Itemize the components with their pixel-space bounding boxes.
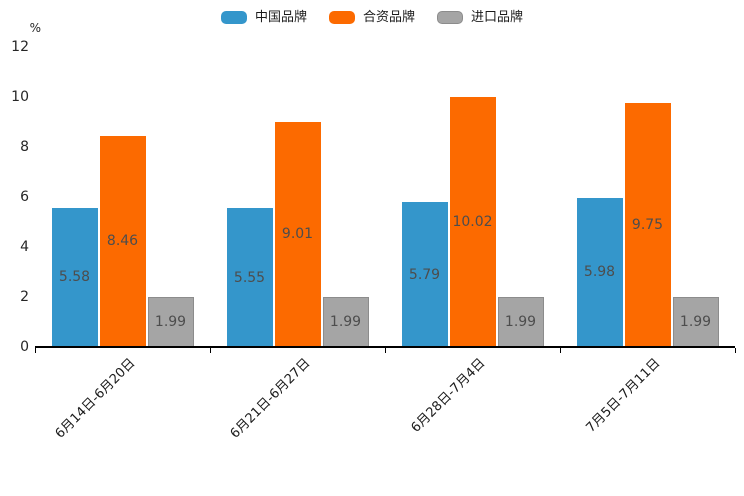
plot-area: 5.58 8.46 1.99 5.55 9.01 1.99 5.79 10.02 1.99 5.9…	[35, 47, 735, 347]
x-axis-line	[35, 346, 735, 348]
bar-value-label: 5.79	[408, 266, 441, 283]
bar[interactable]: 1.99	[147, 297, 194, 347]
y-axis-unit-label: %	[29, 21, 41, 35]
x-tick-label: 6月28日-7月4日	[407, 355, 488, 436]
y-tick-label: 2	[20, 289, 29, 305]
bar[interactable]: 1.99	[497, 297, 544, 347]
legend-label: 合资品牌	[362, 9, 415, 25]
x-axis-tick	[385, 348, 386, 353]
bar-value-label: 10.02	[452, 213, 493, 230]
bar[interactable]: 5.58	[51, 207, 98, 347]
bar-value-label: 1.99	[154, 314, 187, 331]
legend-swatch-icon	[437, 10, 463, 24]
legend-label: 进口品牌	[471, 9, 524, 25]
x-axis-tick	[35, 348, 36, 353]
bar-group: 5.98 9.75 1.99	[560, 47, 735, 347]
bar-group: 5.55 9.01 1.99	[210, 47, 385, 347]
legend: 中国品牌 合资品牌 进口品牌	[0, 6, 744, 28]
y-tick-label: 0	[20, 339, 29, 355]
bar-value-label: 1.99	[329, 314, 362, 331]
bar-value-label: 1.99	[679, 314, 712, 331]
bar-group: 5.58 8.46 1.99	[35, 47, 210, 347]
bar-value-label: 5.58	[58, 269, 91, 286]
y-tick-label: 10	[11, 89, 29, 105]
bar[interactable]: 10.02	[449, 96, 496, 347]
bar[interactable]: 9.75	[624, 103, 671, 347]
bar[interactable]: 5.79	[401, 202, 448, 347]
bar-value-label: 9.01	[281, 226, 314, 243]
x-axis-tick	[735, 348, 736, 353]
legend-item[interactable]: 进口品牌	[437, 10, 523, 25]
bar[interactable]: 1.99	[322, 297, 369, 347]
y-tick-label: 6	[20, 189, 29, 205]
y-tick-label: 8	[20, 139, 29, 155]
bar[interactable]: 5.55	[226, 208, 273, 347]
x-axis-tick	[560, 348, 561, 353]
legend-item[interactable]: 合资品牌	[328, 9, 415, 25]
bar[interactable]: 8.46	[99, 135, 146, 347]
bar-group: 5.79 10.02 1.99	[385, 47, 560, 347]
bar-value-label: 8.46	[106, 233, 139, 250]
bar-value-label: 1.99	[504, 314, 537, 331]
bar[interactable]: 1.99	[672, 297, 719, 347]
legend-swatch-icon	[328, 10, 355, 24]
x-tick-label: 7月5日-7月11日	[582, 355, 663, 436]
legend-item[interactable]: 中国品牌	[220, 9, 307, 25]
x-axis-tick	[210, 348, 211, 353]
y-tick-label: 4	[20, 239, 29, 255]
bar-value-label: 5.55	[233, 269, 266, 286]
bar-value-label: 5.98	[583, 264, 616, 281]
legend-label: 中国品牌	[254, 9, 307, 25]
x-tick-label: 6月21日-6月27日	[227, 355, 313, 442]
bar[interactable]: 5.98	[576, 197, 623, 347]
x-tick-label: 6月14日-6月20日	[52, 355, 138, 442]
legend-swatch-icon	[220, 10, 247, 24]
y-tick-label: 12	[11, 39, 29, 55]
bar-value-label: 9.75	[631, 217, 664, 234]
bar[interactable]: 9.01	[274, 121, 321, 347]
